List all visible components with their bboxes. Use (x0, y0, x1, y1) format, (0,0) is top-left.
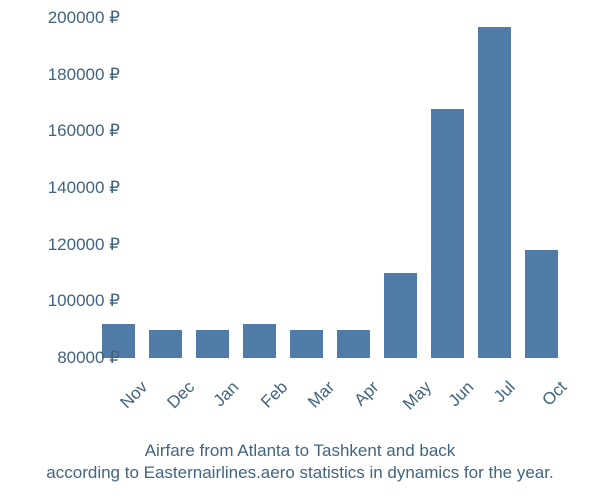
bar (384, 273, 417, 358)
bar (337, 330, 370, 358)
bar-slot: May (377, 18, 424, 358)
x-tick-label: Oct (538, 376, 572, 410)
bar-slot: Apr (330, 18, 377, 358)
x-tick-label: May (398, 376, 436, 414)
y-tick-label: 160000 ₽ (10, 121, 120, 141)
bar-slot: Jul (471, 18, 518, 358)
plot-area: NovDecJanFebMarAprMayJunJulOct (95, 18, 565, 358)
y-tick-label: 80000 ₽ (10, 348, 120, 368)
bars-container: NovDecJanFebMarAprMayJunJulOct (95, 18, 565, 358)
x-tick-label: Feb (257, 376, 293, 412)
bar (243, 324, 276, 358)
bar (431, 109, 464, 358)
y-tick-label: 180000 ₽ (10, 65, 120, 85)
bar-slot: Jan (189, 18, 236, 358)
x-tick-label: Jul (489, 376, 520, 407)
y-tick-label: 120000 ₽ (10, 235, 120, 255)
bar-slot: Feb (236, 18, 283, 358)
y-tick-label: 100000 ₽ (10, 291, 120, 311)
x-tick-label: Jan (209, 376, 244, 411)
y-tick-label: 200000 ₽ (10, 8, 120, 28)
bar (478, 27, 511, 359)
y-tick-label: 140000 ₽ (10, 178, 120, 198)
bar-slot: Oct (518, 18, 565, 358)
bar-slot: Jun (424, 18, 471, 358)
caption-line-2: according to Easternairlines.aero statis… (0, 462, 600, 484)
bar (149, 330, 182, 358)
bar-slot: Mar (283, 18, 330, 358)
x-tick-label: Nov (116, 376, 153, 413)
x-tick-label: Dec (163, 376, 200, 413)
bar (525, 250, 558, 358)
x-tick-label: Jun (444, 376, 479, 411)
chart-caption: Airfare from Atlanta to Tashkent and bac… (0, 440, 600, 484)
bar (196, 330, 229, 358)
bar-slot: Dec (142, 18, 189, 358)
caption-line-1: Airfare from Atlanta to Tashkent and bac… (0, 440, 600, 462)
x-tick-label: Apr (350, 376, 384, 410)
airfare-chart: NovDecJanFebMarAprMayJunJulOct Airfare f… (0, 0, 600, 500)
x-tick-label: Mar (304, 376, 340, 412)
bar (290, 330, 323, 358)
